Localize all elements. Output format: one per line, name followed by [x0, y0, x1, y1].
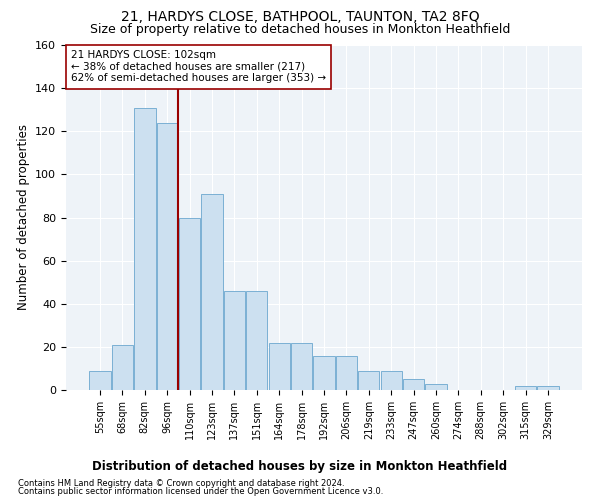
Bar: [112, 344, 133, 390]
Bar: [380, 370, 402, 390]
Bar: [515, 386, 536, 390]
Bar: [89, 370, 111, 390]
Bar: [313, 356, 335, 390]
Bar: [291, 342, 312, 390]
Text: 21 HARDYS CLOSE: 102sqm
← 38% of detached houses are smaller (217)
62% of semi-d: 21 HARDYS CLOSE: 102sqm ← 38% of detache…: [71, 50, 326, 84]
Bar: [425, 384, 446, 390]
Bar: [269, 342, 290, 390]
Bar: [157, 122, 178, 390]
Text: Contains public sector information licensed under the Open Government Licence v3: Contains public sector information licen…: [18, 487, 383, 496]
Bar: [537, 386, 559, 390]
Bar: [179, 218, 200, 390]
Text: Distribution of detached houses by size in Monkton Heathfield: Distribution of detached houses by size …: [92, 460, 508, 473]
Text: Size of property relative to detached houses in Monkton Heathfield: Size of property relative to detached ho…: [90, 22, 510, 36]
Bar: [246, 291, 268, 390]
Bar: [224, 291, 245, 390]
Text: Contains HM Land Registry data © Crown copyright and database right 2024.: Contains HM Land Registry data © Crown c…: [18, 478, 344, 488]
Text: 21, HARDYS CLOSE, BATHPOOL, TAUNTON, TA2 8FQ: 21, HARDYS CLOSE, BATHPOOL, TAUNTON, TA2…: [121, 10, 479, 24]
Bar: [134, 108, 155, 390]
Bar: [202, 194, 223, 390]
Bar: [403, 379, 424, 390]
Bar: [358, 370, 379, 390]
Y-axis label: Number of detached properties: Number of detached properties: [17, 124, 29, 310]
Bar: [336, 356, 357, 390]
